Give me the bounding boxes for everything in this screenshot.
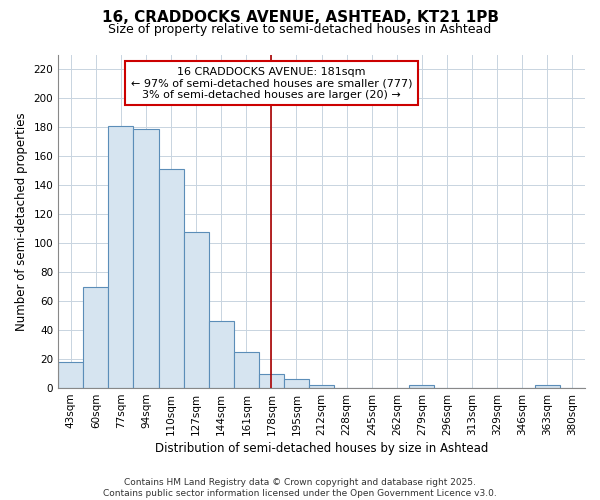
Bar [309,385,334,388]
X-axis label: Distribution of semi-detached houses by size in Ashtead: Distribution of semi-detached houses by … [155,442,488,455]
Text: Contains HM Land Registry data © Crown copyright and database right 2025.
Contai: Contains HM Land Registry data © Crown c… [103,478,497,498]
Bar [409,385,434,388]
Bar [83,286,109,388]
Bar [58,362,83,388]
Bar [209,322,234,388]
Bar [184,232,209,388]
Bar [535,385,560,388]
Text: Size of property relative to semi-detached houses in Ashtead: Size of property relative to semi-detach… [109,22,491,36]
Bar [234,352,259,388]
Bar [133,129,158,388]
Text: 16, CRADDOCKS AVENUE, ASHTEAD, KT21 1PB: 16, CRADDOCKS AVENUE, ASHTEAD, KT21 1PB [101,10,499,25]
Bar [284,380,309,388]
Text: 16 CRADDOCKS AVENUE: 181sqm
← 97% of semi-detached houses are smaller (777)
3% o: 16 CRADDOCKS AVENUE: 181sqm ← 97% of sem… [131,66,412,100]
Y-axis label: Number of semi-detached properties: Number of semi-detached properties [15,112,28,331]
Bar [109,126,133,388]
Bar [158,170,184,388]
Bar [259,374,284,388]
